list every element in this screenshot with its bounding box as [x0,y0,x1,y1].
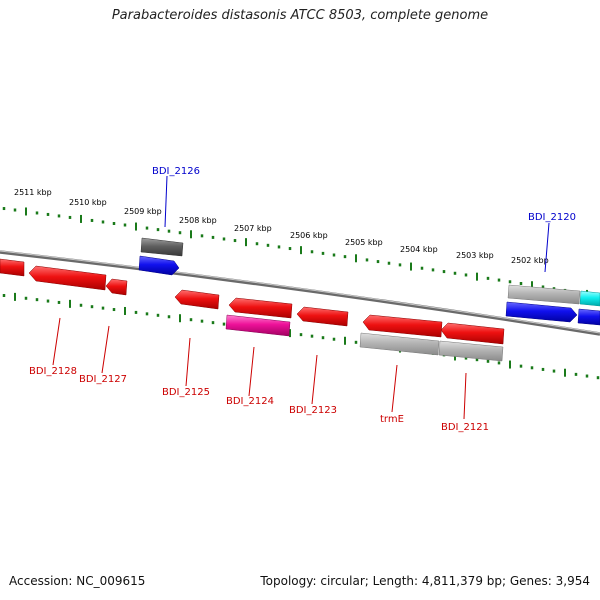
gene-feature-left-edge[interactable] [0,258,25,277]
map-title: Parabacteroides distasonis ATCC 8503, co… [111,8,489,23]
genome-summary-text: Topology: circular; Length: 4,811,379 bp… [260,574,590,588]
leader-bdi-2128 [52,317,61,366]
gene-feature-bdi-2123[interactable] [296,306,349,327]
gene-feature-grey-trme[interactable] [359,332,440,356]
leader-bdi-2127 [101,325,110,374]
gene-label-bdi-2126[interactable]: BDI_2126 [152,166,200,177]
gene-feature-blue-upper[interactable] [138,255,180,276]
scale-label: 2505 kbp [345,238,383,247]
gene-label-bdi-2124[interactable]: BDI_2124 [226,396,274,407]
scale-labels: 2511 kbp 2510 kbp 2509 kbp 2508 kbp 2507… [14,188,549,265]
accession-text: Accession: NC_009615 [9,574,146,588]
scale-label: 2509 kbp [124,207,162,216]
gene-labels: BDI_2126 BDI_2120 BDI_2128 BDI_2127 BDI_… [29,166,576,433]
scale-label: 2510 kbp [69,198,107,207]
gene-feature-bdi-2128[interactable] [28,265,107,291]
reverse-genes [0,258,505,362]
leader-bdi-2124 [248,346,255,397]
scale-label: 2511 kbp [14,188,52,197]
leader-bdi-2120 [544,222,550,273]
gene-label-trme[interactable]: trmE [380,414,404,425]
leader-bdi-2123 [311,354,318,405]
gene-feature-cyan[interactable] [579,290,600,307]
label-leaders [52,175,550,420]
gene-label-bdi-2121[interactable]: BDI_2121 [441,422,489,433]
leader-bdi-2126 [164,175,168,228]
gene-label-bdi-2123[interactable]: BDI_2123 [289,405,337,416]
gene-feature-trme[interactable] [362,314,443,338]
leader-bdi-2125 [185,337,191,387]
leader-trme [391,364,398,413]
gene-feature-bdi-2127[interactable] [105,278,128,296]
gene-feature-bdi-2124-red[interactable] [228,297,293,319]
gene-feature-blue-edge[interactable] [577,308,600,326]
gene-feature-bdi-2121[interactable] [440,322,505,345]
scale-label: 2508 kbp [179,216,217,225]
gene-feature-bdi-2126[interactable] [140,237,184,257]
genome-backbone-highlight [0,250,600,334]
gene-label-bdi-2125[interactable]: BDI_2125 [162,387,210,398]
scale-ticks-outer [2,207,600,298]
leader-bdi-2121 [463,372,467,420]
gene-label-bdi-2120[interactable]: BDI_2120 [528,212,576,223]
scale-label: 2502 kbp [511,256,549,265]
gene-feature-grey-bdi-2120[interactable] [507,284,581,305]
genome-backbone [0,250,600,336]
scale-label: 2504 kbp [400,245,438,254]
gene-label-bdi-2127[interactable]: BDI_2127 [79,374,127,385]
gene-feature-grey-bdi-2121[interactable] [438,340,504,362]
gene-feature-bdi-2125[interactable] [174,289,220,310]
gene-feature-blue-bdi-2120[interactable] [505,301,578,323]
gene-feature-bdi-2124[interactable] [225,314,291,337]
scale-label: 2506 kbp [290,231,328,240]
scale-label: 2503 kbp [456,251,494,260]
forward-genes [138,237,600,326]
gene-label-bdi-2128[interactable]: BDI_2128 [29,366,77,377]
scale-label: 2507 kbp [234,224,272,233]
